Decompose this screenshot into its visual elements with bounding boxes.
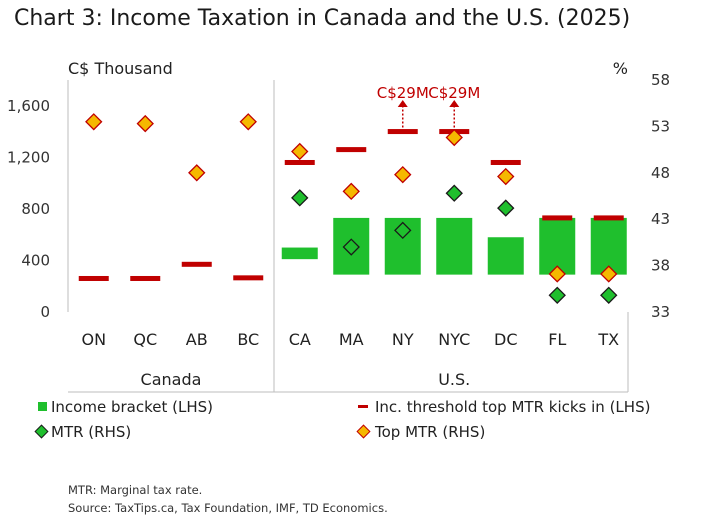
left-tick-1-200: 1,200 [7, 148, 50, 166]
footnote-mtr: MTR: Marginal tax rate. [68, 483, 203, 497]
legend-top-mtr-swatch [356, 424, 371, 439]
annotation-arrow-head-nyc [449, 100, 460, 107]
mtr-point-ma [342, 238, 360, 256]
category-label-dc: DC [494, 330, 518, 349]
threshold-mark-ca [284, 159, 315, 165]
annotation-arrow-head-ny [397, 100, 408, 107]
mtr-point-ca [291, 189, 309, 207]
footnote-source: Source: TaxTips.ca, Tax Foundation, IMF,… [68, 501, 388, 515]
income-bracket-bar-nyc [436, 217, 473, 275]
top-mtr-point-fl [548, 265, 566, 283]
legend-income-bracket-label: Income bracket (LHS) [51, 398, 213, 416]
category-labels: ON QC AB BC CA MA NY NYC DC FL TX [81, 330, 619, 349]
legend-threshold-swatch [358, 405, 368, 408]
mtr-point-tx [600, 286, 618, 304]
mtr-point-ny [394, 221, 412, 240]
income-bracket-bar-fl [539, 217, 576, 275]
top-mtr-point-nyc [445, 128, 463, 147]
right-tick-53: 53 [651, 117, 670, 135]
category-label-fl: FL [548, 330, 566, 349]
category-label-ab: AB [186, 330, 208, 349]
left-tick-0: 0 [40, 303, 50, 321]
legend-mtr-label: MTR (RHS) [51, 423, 131, 441]
top-mtr-point-ab [188, 164, 206, 182]
top-mtr-point-bc [239, 113, 257, 131]
mtr-point-dc [497, 199, 515, 217]
income-bracket-bar-tx [590, 217, 627, 275]
top-mtr-point-qc [136, 114, 154, 133]
top-mtr-point-ny [394, 165, 412, 184]
threshold-mark-ma [336, 147, 367, 153]
threshold-mark-ny [387, 129, 418, 135]
category-label-ma: MA [339, 330, 364, 349]
legend-top-mtr-label: Top MTR (RHS) [374, 423, 485, 441]
category-label-qc: QC [133, 330, 157, 349]
right-tick-48: 48 [651, 164, 670, 182]
legend-threshold-label: Inc. threshold top MTR kicks in (LHS) [375, 398, 650, 416]
threshold-mark-fl [542, 215, 573, 221]
threshold-mark-ab [181, 261, 212, 267]
threshold-mark-dc [490, 159, 521, 165]
threshold-mark-tx [593, 215, 624, 221]
annotation-label-ny: C$29M [377, 84, 429, 102]
income-bracket-bar-dc [487, 237, 524, 275]
category-label-on: ON [81, 330, 106, 349]
top-mtr-point-ca [291, 142, 309, 161]
mtr-point-fl [548, 286, 566, 304]
category-label-bc: BC [237, 330, 259, 349]
left-tick-1-600: 1,600 [7, 97, 50, 115]
legend: Income bracket (LHS) Inc. threshold top … [34, 398, 650, 441]
legend-mtr-swatch [34, 424, 49, 439]
top-mtr-point-ma [342, 182, 360, 201]
y-right-label: % [613, 59, 628, 78]
left-tick-400: 400 [21, 251, 50, 269]
mtr-point-nyc [445, 184, 463, 202]
threshold-mark-qc [130, 275, 161, 281]
top-mtr-point-tx [600, 265, 618, 283]
y-left-label: C$ Thousand [68, 59, 173, 78]
category-label-ny: NY [392, 330, 414, 349]
left-tick-labels: 0 400 800 1,200 1,600 [7, 97, 50, 321]
threshold-mark-on [78, 275, 109, 281]
left-tick-800: 800 [21, 200, 50, 218]
right-tick-labels: 33 38 43 48 53 58 [651, 71, 670, 321]
chart-title: Chart 3: Income Taxation in Canada and t… [14, 6, 631, 31]
income-bracket-bar-ca [281, 247, 318, 260]
category-label-ca: CA [289, 330, 311, 349]
category-label-nyc: NYC [438, 330, 470, 349]
annotation-label-nyc: C$29M [428, 84, 480, 102]
right-tick-38: 38 [651, 257, 670, 275]
right-tick-33: 33 [651, 303, 670, 321]
right-tick-58: 58 [651, 71, 670, 89]
group-label-canada: Canada [141, 370, 202, 389]
group-labels: Canada U.S. [141, 370, 471, 389]
group-label-u-s: U.S. [438, 370, 470, 389]
chart-marks: C$29M C$29M [78, 84, 627, 304]
top-mtr-point-dc [497, 167, 515, 186]
top-mtr-point-on [85, 113, 103, 131]
legend-income-bracket-swatch [38, 402, 47, 411]
right-tick-43: 43 [651, 210, 670, 228]
category-label-tx: TX [597, 330, 619, 349]
threshold-mark-bc [233, 275, 264, 281]
